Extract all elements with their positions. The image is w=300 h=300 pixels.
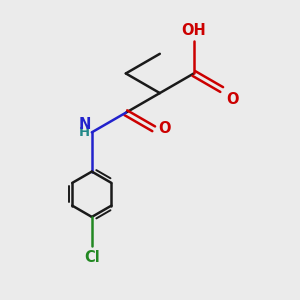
Text: O: O [158,121,171,136]
Text: O: O [226,92,239,106]
Text: H: H [79,126,90,139]
Text: N: N [78,116,91,131]
Text: Cl: Cl [84,250,100,265]
Text: OH: OH [182,23,206,38]
